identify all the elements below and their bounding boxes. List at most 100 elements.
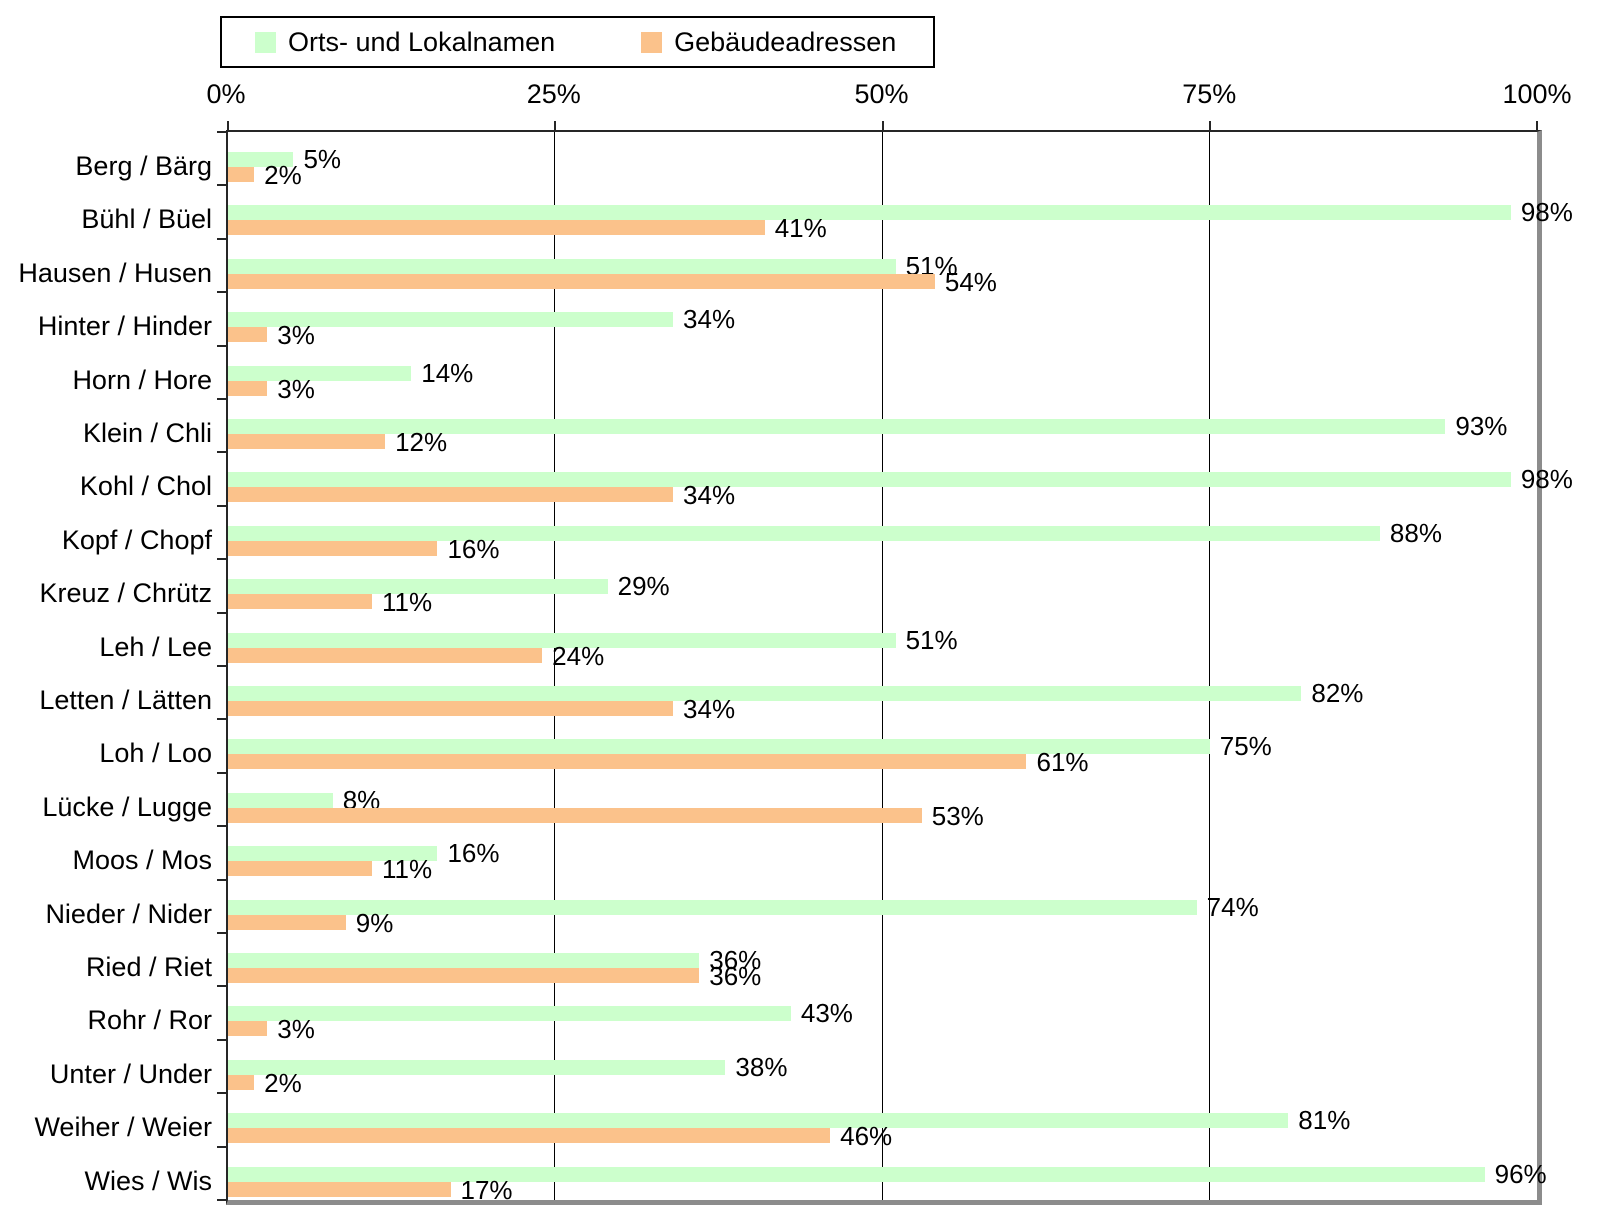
bar-value-label: 81% [1298,1105,1351,1136]
category-row: 14% 3% [228,346,1537,404]
axis-tick [217,825,226,828]
category-label: Wies / Wis [84,1165,213,1196]
gridline [1208,132,1210,1200]
category-row: 93% 12% [228,399,1537,457]
bar-value-label: 93% [1455,411,1508,441]
axis-tick [217,611,226,614]
category-row: 38% 2% [228,1040,1537,1098]
bar [228,792,333,808]
axis-tick [217,451,226,454]
bar [228,434,386,449]
bar [228,1128,831,1144]
bar [228,152,294,167]
axis-tick [217,985,226,988]
bar [228,273,935,289]
bar-value-label: 36% [709,961,762,991]
bar [228,686,1302,701]
bar [228,1181,451,1197]
bar [228,380,268,396]
category-axis-labels: Berg / Bärg Bühl / Büel Hausen / Husen Hint… [0,130,212,1198]
bar [228,1166,1485,1182]
category-row: 29% 11% [228,559,1537,617]
axis-tick [217,1145,226,1148]
bar-value-label: 3% [277,320,315,351]
bar [228,861,372,877]
bar [228,1113,1289,1129]
axis-tick [217,718,226,721]
category-label: Kopf / Chopf [61,524,212,555]
bar [228,167,255,182]
category-label: Unter / Under [49,1058,212,1089]
bar-value-label: 34% [683,304,736,335]
category-row: 5% 2% [228,132,1537,190]
category-row: 34% 3% [228,292,1537,350]
legend: Orts- und Lokalnamen Gebäudeadressen [220,16,935,68]
category-label: Kohl / Chol [79,471,212,502]
bar [228,632,896,648]
bar-value-label: 96% [1494,1158,1547,1189]
bar-value-label: 34% [683,694,736,724]
bar [228,899,1197,915]
bar-value-label: 3% [277,373,315,404]
bar-value-label: 54% [944,266,997,297]
legend-label-gebaeudeadressen: Gebäudeadressen [674,26,897,57]
category-row: 74% 9% [228,880,1537,938]
plot-area: 5% 2% 98% 41% 51% 54% 34% 3% 14% 3% 93% 12% 98% 34% 88… [217,121,1573,1205]
bar [228,525,1380,541]
category-label: Berg / Bärg [75,151,212,181]
bar [228,807,922,823]
axis-tick [1208,121,1211,130]
axis-tick [217,184,226,187]
bar-value-label: 88% [1389,517,1442,548]
bar [228,220,765,236]
bar-value-label: 41% [774,213,827,244]
bar [228,754,1027,770]
bar-value-label: 98% [1520,197,1573,228]
category-label: Weiher / Weier [34,1112,212,1143]
bar-value-label: 51% [905,624,958,655]
legend-swatch-orange [641,31,663,53]
bar-value-label: 24% [552,640,605,671]
bar [228,205,1511,221]
axis-tick [881,121,884,130]
bar-value-label: 2% [264,160,302,190]
bar-value-label: 43% [800,998,853,1029]
bar [228,914,346,930]
bar-value-label: 98% [1520,464,1573,495]
axis-tick [217,398,226,400]
category-row: 98% 41% [228,185,1573,243]
bar-value-label: 17% [460,1174,513,1205]
legend-item-gebaeudeadressen: Gebäudeadressen [641,27,896,58]
bar-value-label: 46% [840,1121,893,1152]
bar-value-label: 5% [303,144,342,174]
bar-value-label: 14% [421,357,474,388]
bar-value-label: 16% [447,838,500,869]
category-row: 98% 34% [228,452,1573,510]
x-tick-label: 0% [206,79,246,109]
bar [228,258,896,274]
category-row: 75% 61% [228,719,1537,777]
x-tick-label: 50% [854,79,909,109]
category-row: 96% 17% [228,1147,1547,1205]
bar-value-label: 11% [381,587,433,618]
bar [228,1021,268,1037]
bar [228,327,268,343]
gridline [554,132,556,1200]
category-label: Rohr / Ror [87,1005,212,1036]
legend-label-orts-und-lokalnamen: Orts- und Lokalnamen [288,26,556,57]
axis-tick [217,237,226,240]
bar-value-label: 38% [735,1051,788,1082]
category-row: 88% 16% [228,506,1537,564]
bar-value-label: 82% [1311,678,1364,708]
category-label: Letten / Lätten [39,685,212,715]
axis-tick [217,344,226,347]
x-axis: 0% 25% 50% 75% 100% [206,76,1571,112]
bar-value-label: 16% [447,533,500,564]
axis-tick [217,771,226,774]
bar-value-label: 53% [931,800,984,831]
bar-value-label: 34% [683,480,736,511]
axis-tick [217,1199,226,1201]
bar-value-label: 2% [264,1067,302,1098]
axis-tick [217,504,226,507]
